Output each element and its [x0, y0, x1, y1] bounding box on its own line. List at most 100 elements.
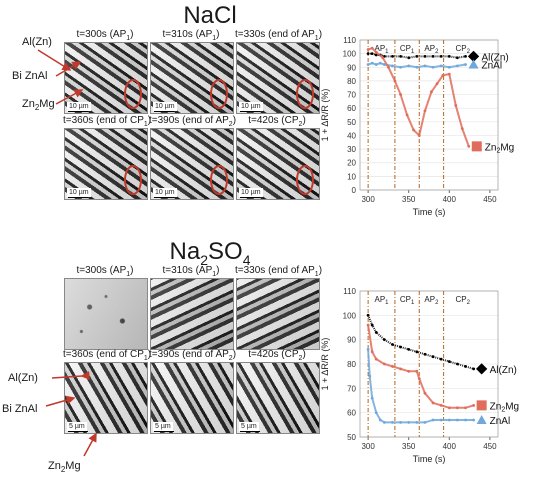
data-point	[447, 54, 451, 58]
data-point	[391, 365, 394, 368]
x-tick-label: 450	[483, 195, 497, 204]
y-axis-label: 1 + ΔR/R (%)	[320, 338, 330, 391]
scale-bar	[68, 111, 88, 112]
data-point	[464, 365, 467, 368]
data-point	[447, 418, 451, 422]
series-label: Al(Zn)	[482, 52, 509, 63]
data-point	[378, 418, 382, 422]
data-point	[464, 406, 467, 410]
data-point	[366, 323, 370, 327]
phase-label: AP1	[375, 295, 390, 306]
y-tick-label: 80	[347, 77, 356, 86]
micrograph-image: 10 µm	[236, 128, 320, 200]
data-point	[393, 79, 397, 83]
series-marker	[476, 414, 487, 424]
annotation-alzn-nacl: Al(Zn)	[22, 36, 52, 48]
highlight-ellipse	[210, 79, 228, 109]
data-point	[407, 421, 411, 424]
phase-label: CP1	[400, 295, 415, 306]
data-point	[415, 369, 419, 373]
data-point	[431, 65, 435, 69]
data-point	[454, 104, 458, 107]
scale-bar-label: 10 µm	[239, 188, 263, 197]
micrograph-caption: t=300s (AP1)	[76, 265, 134, 278]
scale-bar	[154, 431, 174, 432]
scale-bar-label: 10 µm	[239, 102, 263, 111]
micrograph-image	[236, 278, 320, 350]
x-axis-label: Time (s)	[413, 454, 446, 464]
x-axis-label: Time (s)	[413, 207, 446, 217]
data-point	[415, 54, 419, 58]
scale-bar	[68, 431, 88, 432]
data-point	[370, 396, 374, 400]
data-point	[366, 52, 370, 56]
phase-label: CP1	[400, 44, 415, 55]
data-point	[464, 418, 467, 422]
scale-bar-label: 10 µm	[153, 188, 177, 197]
data-point	[382, 362, 386, 366]
data-point	[456, 362, 459, 366]
x-tick-label: 450	[483, 442, 497, 451]
data-point	[415, 350, 419, 354]
data-point	[387, 65, 390, 69]
highlight-ellipse	[296, 165, 314, 195]
data-point	[464, 54, 467, 58]
panel-title-text: NaCl	[183, 2, 237, 29]
micrograph-caption: t=360s (end of CP1)	[63, 349, 152, 362]
micrograph-caption: t=330s (end of AP1)	[235, 265, 323, 278]
data-point	[430, 90, 433, 94]
micrograph-caption: t=310s (AP1)	[162, 29, 220, 42]
x-tick-label: 350	[402, 195, 416, 204]
annotation-bi-znal-na2so4: Bi ZnAl	[2, 403, 38, 415]
scale-bar	[240, 431, 260, 432]
x-tick-label: 300	[361, 195, 375, 204]
scale-bar-label: 5 µm	[67, 422, 87, 431]
phase-label: AP2	[424, 44, 439, 55]
scale-bar	[240, 111, 260, 112]
scale-bar-label: 5 µm	[153, 422, 173, 431]
series-label: Zn2Mg	[490, 401, 519, 413]
x-tick-label: 300	[361, 442, 375, 451]
data-point	[417, 134, 421, 137]
annotation-zn2mg-na2so4: Zn2Mg	[48, 460, 81, 475]
data-point	[460, 127, 464, 131]
data-point	[447, 406, 451, 410]
data-point	[391, 421, 394, 424]
data-point	[415, 65, 419, 69]
x-tick-label: 400	[443, 442, 457, 451]
series-line	[367, 47, 470, 147]
scale-bar-label: 5 µm	[239, 422, 259, 431]
highlight-ellipse	[210, 165, 228, 195]
y-tick-label: 20	[347, 159, 356, 168]
data-point	[456, 64, 459, 68]
annotation-zn2mg-nacl: Zn2Mg	[22, 98, 55, 113]
phase-label: CP2	[455, 295, 470, 306]
data-point	[447, 360, 451, 363]
data-point	[423, 421, 427, 424]
scale-bar	[68, 197, 88, 198]
data-point	[370, 350, 374, 354]
data-point	[407, 56, 411, 60]
data-point	[382, 63, 386, 66]
phase-label: CP2	[455, 44, 470, 55]
y-tick-label: 10	[347, 172, 356, 181]
y-tick-label: 70	[347, 384, 356, 393]
series-marker	[476, 400, 487, 411]
annotation-alzn-na2so4: Al(Zn)	[8, 372, 38, 384]
data-point	[374, 330, 378, 334]
series-marker	[475, 363, 488, 375]
y-tick-label: 60	[347, 104, 356, 113]
x-tick-label: 350	[402, 442, 416, 451]
series-line	[367, 349, 474, 424]
data-point	[368, 374, 372, 378]
plot-frame	[359, 290, 499, 438]
data-point	[456, 418, 459, 422]
data-point	[370, 46, 374, 50]
chart-nacl: 0 10 20 30 40 50 60 70 80 90 100 110 300 350 400 450 AP1…	[320, 36, 514, 217]
micrograph-image: 10 µm	[64, 42, 148, 114]
data-point	[439, 54, 443, 58]
data-point	[366, 313, 370, 317]
micrograph-caption: t=310s (AP1)	[162, 265, 220, 278]
micrograph-caption: t=300s (AP1)	[76, 29, 134, 42]
